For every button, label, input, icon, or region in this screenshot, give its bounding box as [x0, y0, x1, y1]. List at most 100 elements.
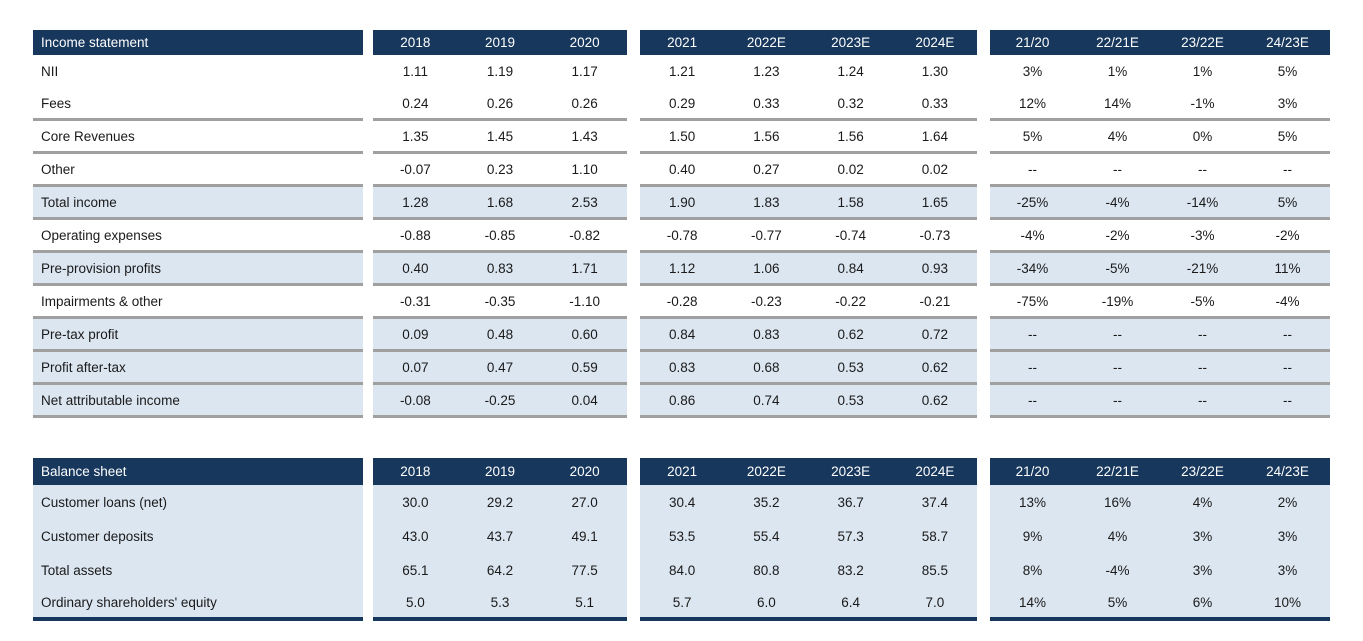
value-cell: 43.0	[402, 528, 429, 544]
value-cell: 29.2	[486, 494, 514, 510]
column-group-gap	[977, 519, 990, 553]
value-cell: 0.84	[668, 326, 696, 342]
table-row: Net attributable income -0.08 -0.25 0.04 0.8…	[33, 385, 1330, 418]
table-row: Ordinary shareholders' equity 5.0 5.3 5.1 5.…	[33, 587, 1330, 621]
value-cell: 0.09	[402, 326, 429, 342]
table-row: Total assets 65.1 64.2 77.5 84.0 80.8 83.2 85.5…	[33, 553, 1330, 587]
column-group-forecast: 0.84 0.83 0.62 0.72	[640, 319, 977, 352]
column-group-historical: 0.07 0.47 0.59	[373, 352, 627, 385]
value-cell: 1.11	[402, 64, 428, 79]
column-group-gap	[627, 286, 640, 319]
column-group-growth: 14% 5% 6% 10%	[990, 587, 1330, 621]
value-cell: 30.0	[402, 494, 429, 510]
column-group-gap	[627, 121, 640, 154]
growth-cell: --	[1028, 326, 1037, 342]
value-cell: 0.47	[486, 359, 514, 375]
column-group-historical: 0.40 0.83 1.71	[373, 253, 627, 286]
value-cell: -0.08	[399, 392, 431, 408]
value-cell: 1.24	[837, 64, 864, 79]
row-label: Profit after-tax	[33, 352, 363, 385]
growth-cell: -4%	[1105, 194, 1130, 210]
growth-cell: 0%	[1192, 128, 1213, 144]
growth-cell: 12%	[1018, 95, 1047, 111]
column-group-gap	[627, 30, 640, 55]
column-group-growth: 12% 14% -1% 3%	[990, 88, 1330, 121]
growth-cell: -5%	[1190, 293, 1215, 309]
value-cell: 0.23	[486, 161, 514, 177]
column-group-forecast: 5.7 6.0 6.4 7.0	[640, 587, 977, 621]
column-group-forecast: 0.83 0.68 0.53 0.62	[640, 352, 977, 385]
growth-cell: 3%	[1192, 528, 1213, 544]
growth-cell: -3%	[1190, 227, 1215, 243]
growth-cell: -2%	[1275, 227, 1300, 243]
value-cell: -0.82	[569, 227, 601, 243]
column-group-gap	[977, 253, 990, 286]
row-label: Ordinary shareholders' equity	[33, 587, 363, 621]
value-cell: 1.21	[668, 64, 696, 79]
column-group-growth: 3% 1% 1% 5%	[990, 55, 1330, 88]
column-header: 2020	[569, 464, 600, 479]
value-cell: -1.10	[569, 293, 601, 309]
column-group-gap	[363, 121, 373, 154]
growth-cell: 9%	[1022, 528, 1043, 544]
value-cell: -0.73	[919, 227, 951, 243]
column-group-gap	[363, 587, 373, 621]
value-cell: 0.40	[402, 260, 429, 276]
value-cell: 37.4	[921, 494, 949, 510]
growth-cell: 3%	[1192, 562, 1213, 578]
column-group-gap	[627, 319, 640, 352]
column-group-gap	[627, 485, 640, 519]
row-label: Customer loans (net)	[33, 485, 363, 519]
growth-cell: --	[1113, 161, 1122, 177]
growth-cell: -4%	[1275, 293, 1300, 309]
table-row: Pre-tax profit 0.09 0.48 0.60 0.84 0.83 0.62 0.…	[33, 319, 1330, 352]
value-cell: 0.29	[668, 95, 696, 111]
growth-cell: --	[1283, 392, 1292, 408]
growth-cell: 10%	[1273, 594, 1302, 610]
growth-cell: 11%	[1274, 260, 1301, 276]
value-cell: 0.93	[921, 260, 949, 276]
value-cell: 6.0	[756, 594, 776, 610]
value-cell: 1.17	[571, 64, 598, 79]
value-cell: 1.65	[921, 194, 949, 210]
value-cell: 0.68	[753, 359, 780, 375]
column-group-gap	[363, 319, 373, 352]
value-cell: 1.28	[402, 194, 429, 210]
column-group-growth: 13% 16% 4% 2%	[990, 485, 1330, 519]
growth-cell: 4%	[1107, 528, 1128, 544]
growth-cell: --	[1028, 161, 1037, 177]
table-row: Profit after-tax 0.07 0.47 0.59 0.83 0.68 0.53…	[33, 352, 1330, 385]
table-row: Impairments & other -0.31 -0.35 -1.10 -0.28-…	[33, 286, 1330, 319]
column-header: 2023E	[831, 464, 871, 479]
value-cell: 85.5	[921, 562, 949, 578]
value-cell: 0.59	[571, 359, 598, 375]
balance-sheet-table: Balance sheet 2018 2019 2020 2021 2022E 2023E 2…	[33, 458, 1330, 621]
value-cell: 1.12	[668, 260, 696, 276]
value-cell: 1.71	[571, 260, 598, 276]
column-group-historical: -0.07 0.23 1.10	[373, 154, 627, 187]
value-cell: -0.25	[484, 392, 516, 408]
column-group-gap	[977, 385, 990, 418]
column-group-historical: 0.09 0.48 0.60	[373, 319, 627, 352]
column-header: 2019	[484, 464, 516, 479]
column-group-gap	[627, 352, 640, 385]
row-label: Customer deposits	[33, 519, 363, 553]
column-group-growth: -34% -5% -21% 11%	[990, 253, 1330, 286]
value-cell: 64.2	[486, 562, 514, 578]
value-cell: -0.22	[835, 293, 867, 309]
value-cell: 1.45	[486, 128, 514, 144]
column-group-forecast: 1.21 1.23 1.24 1.30	[640, 55, 977, 88]
value-cell: -0.74	[835, 227, 867, 243]
value-cell: 0.62	[921, 359, 949, 375]
row-label: Pre-tax profit	[33, 319, 363, 352]
row-label: Other	[33, 154, 363, 187]
column-group-historical: -0.88 -0.85 -0.82	[373, 220, 627, 253]
growth-cell: 8%	[1022, 562, 1043, 578]
column-header: 2019	[484, 35, 516, 50]
value-cell: -0.78	[666, 227, 698, 243]
growth-cell: 5%	[1022, 128, 1043, 144]
value-cell: 0.24	[402, 95, 429, 111]
value-cell: 1.68	[486, 194, 514, 210]
growth-cell: 16%	[1103, 494, 1132, 510]
growth-cell: 2%	[1277, 494, 1298, 510]
